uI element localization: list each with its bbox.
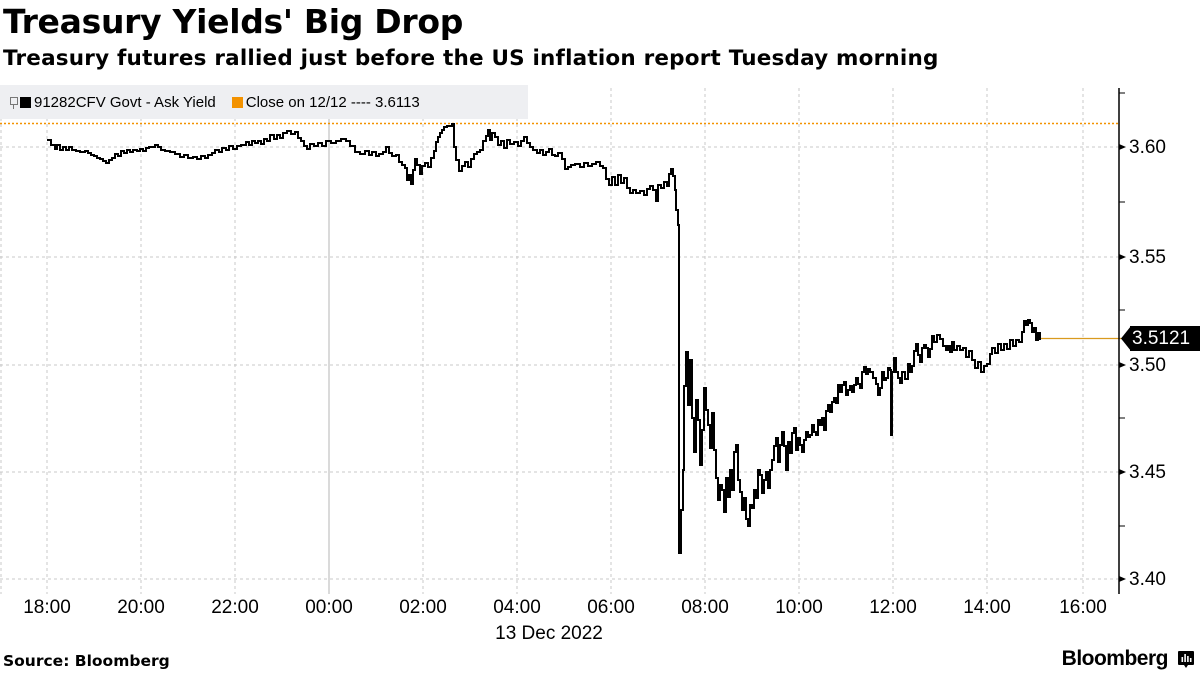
x-tick-label: 04:00: [493, 597, 541, 618]
x-tick-label: 16:00: [1059, 597, 1107, 618]
y-tick-label: 3.40: [1129, 569, 1166, 590]
chart-title: Treasury Yields' Big Drop: [3, 2, 464, 41]
bloomberg-chart-icon: [1178, 651, 1194, 668]
x-tick-label: 14:00: [963, 597, 1011, 618]
horizontal-gridlines: [0, 146, 1119, 580]
legend: 91282CFV Govt - Ask Yield Close on 12/12…: [0, 85, 528, 119]
yield-series-line: [47, 123, 1041, 554]
vertical-gridlines: [46, 88, 1084, 594]
x-tick-label: 06:00: [587, 597, 635, 618]
y-axis-ticks: [1119, 92, 1125, 527]
last-value-badge: 3.5121: [1130, 326, 1200, 351]
x-tick-label: 10:00: [775, 597, 823, 618]
x-tick-label: 20:00: [117, 597, 165, 618]
legend-label-ask-yield: 91282CFV Govt - Ask Yield: [34, 93, 216, 111]
legend-label-close: Close on 12/12 ---- 3.6113: [245, 93, 420, 111]
x-tick-label: 00:00: [305, 597, 353, 618]
x-tick-label: 12:00: [869, 597, 917, 618]
last-value-flag-pointer: [1121, 326, 1131, 351]
x-axis-date-label: 13 Dec 2022: [495, 623, 603, 644]
legend-swatch-black-icon: [20, 96, 31, 108]
source-note: Source: Bloomberg: [3, 652, 170, 670]
x-tick-label: 02:00: [399, 597, 447, 618]
y-axis-arrow-ticks: [1119, 144, 1126, 582]
chart-subtitle: Treasury futures rallied just before the…: [3, 46, 939, 71]
y-tick-label: 3.45: [1129, 462, 1166, 483]
y-tick-label: 3.60: [1129, 137, 1166, 158]
x-tick-label: 08:00: [681, 597, 729, 618]
y-tick-label: 3.55: [1129, 247, 1166, 268]
expand-toggle-icon[interactable]: [10, 96, 18, 109]
x-tick-label: 22:00: [211, 597, 259, 618]
legend-item-ask-yield[interactable]: 91282CFV Govt - Ask Yield: [10, 94, 216, 111]
bloomberg-logo-text: Bloomberg: [1061, 647, 1169, 670]
x-tick-label: 18:00: [23, 597, 71, 618]
legend-item-close[interactable]: Close on 12/12 ---- 3.6113: [231, 93, 420, 111]
y-tick-label: 3.50: [1129, 355, 1166, 376]
legend-swatch-orange-icon: [231, 96, 243, 108]
